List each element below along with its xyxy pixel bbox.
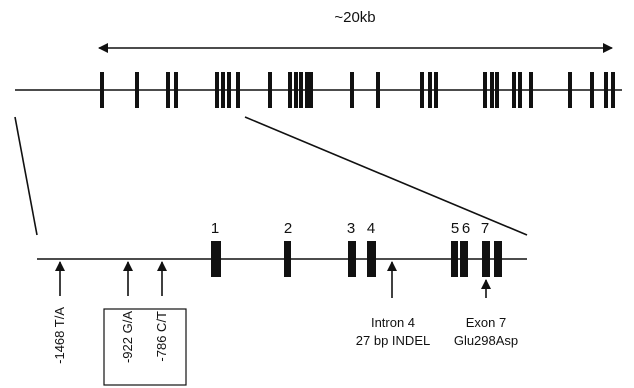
promoter-variants-box xyxy=(103,308,187,386)
zoom-connector-left xyxy=(14,116,38,236)
full-gene-exon-mark xyxy=(135,72,139,108)
full-gene-exon-mark xyxy=(495,72,499,108)
full-gene-exon-mark xyxy=(490,72,494,108)
label-exon7-line1: Exon 7 xyxy=(466,315,506,330)
full-gene-exon-mark xyxy=(428,72,432,108)
exon-number-5: 5 xyxy=(451,220,459,237)
label-exon7-line2: Glu298Asp xyxy=(454,333,518,348)
label-intron4-line1: Intron 4 xyxy=(371,315,415,330)
full-gene-exon-mark xyxy=(483,72,487,108)
full-gene-exon-mark xyxy=(227,72,231,108)
exon-2-block xyxy=(284,241,291,277)
exon-number-7: 7 xyxy=(481,220,489,237)
full-gene-exon-mark xyxy=(236,72,240,108)
label-786: -786 C/T xyxy=(154,311,169,362)
full-gene-exon-mark xyxy=(420,72,424,108)
full-gene-exon-mark xyxy=(221,72,225,108)
full-gene-exon-mark xyxy=(604,72,608,108)
full-gene-exon-mark xyxy=(305,72,309,108)
exon-6-block xyxy=(460,241,468,277)
full-gene-exon-mark xyxy=(299,72,303,108)
full-gene-exon-mark xyxy=(350,72,354,108)
label-1468: -1468 T/A xyxy=(52,307,67,364)
full-gene-exon-mark xyxy=(376,72,380,108)
exon-number-3: 3 xyxy=(347,220,355,237)
full-gene-exon-mark xyxy=(100,72,104,108)
exon-7b-block xyxy=(494,241,502,277)
exon-number-1: 1 xyxy=(211,220,219,237)
exon-4-block xyxy=(367,241,376,277)
label-intron4-line2: 27 bp INDEL xyxy=(356,333,430,348)
full-gene-exon-mark xyxy=(512,72,516,108)
full-gene-exons xyxy=(100,72,615,108)
full-gene-exon-mark xyxy=(568,72,572,108)
zoom-connector-right xyxy=(244,116,528,236)
full-gene-exon-mark xyxy=(434,72,438,108)
full-gene-exon-mark xyxy=(529,72,533,108)
full-gene-exon-mark xyxy=(174,72,178,108)
full-gene-exon-mark xyxy=(309,72,313,108)
exon-number-2: 2 xyxy=(284,220,292,237)
full-gene-exon-mark xyxy=(590,72,594,108)
exon-1-block xyxy=(211,241,221,277)
exon-number-4: 4 xyxy=(367,220,375,237)
full-gene-exon-mark xyxy=(611,72,615,108)
full-gene-exon-mark xyxy=(215,72,219,108)
full-gene-exon-mark xyxy=(268,72,272,108)
full-gene-exon-mark xyxy=(518,72,522,108)
full-gene-exon-mark xyxy=(294,72,298,108)
full-gene-exon-mark xyxy=(166,72,170,108)
exon-7-block xyxy=(482,241,490,277)
exon-5-block xyxy=(451,241,458,277)
full-gene-exon-mark xyxy=(288,72,292,108)
label-922: -922 G/A xyxy=(120,311,135,363)
exon-number-6: 6 xyxy=(462,220,470,237)
exon-3-block xyxy=(348,241,356,277)
scale-label: ~20kb xyxy=(334,9,375,26)
